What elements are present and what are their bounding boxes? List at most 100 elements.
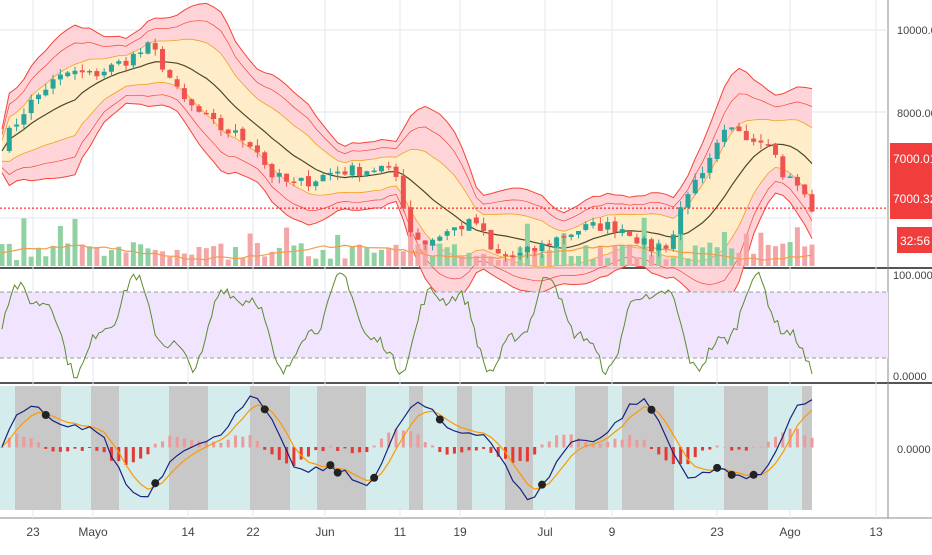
macd-histogram-bar [664,447,668,461]
volume-bar [524,223,530,266]
band-line [1,2,813,214]
volume-bar [765,244,771,266]
macd-cross-marker [333,468,342,477]
volume-bar [0,244,5,266]
candle-body [670,234,676,249]
candle-body [561,236,567,238]
macd-zone [533,386,575,510]
macd-histogram-bar [299,447,303,460]
band-line [1,20,813,222]
band-line [1,94,813,286]
candle-body [736,126,742,132]
volume-bar [203,248,209,266]
candle-body [43,89,49,96]
candle-body [65,72,71,77]
volume-bar [43,256,49,266]
oscillator-tick-label: 0.0000 [893,371,927,383]
volume-bar [254,242,260,266]
volume-bar [583,245,589,266]
candle-body [503,254,509,256]
candle-body [101,71,107,76]
macd-histogram-bar [58,447,62,452]
candle-body [276,172,282,177]
candle-body [444,231,450,236]
volume-bar [305,256,311,266]
macd-histogram-bar [474,447,478,451]
macd-histogram-bar [73,447,77,449]
volume-bar [108,249,114,266]
candle-body [627,230,633,236]
volume-bar [298,243,304,266]
candle-body [437,236,443,241]
volume-bar [473,255,479,266]
candle-body [400,175,406,209]
macd-histogram-bar [759,446,763,448]
x-tick-label: 13 [869,525,883,539]
candle-body [378,165,384,172]
macd-histogram-bar [452,447,456,454]
candle-body [138,52,144,54]
candle-body [408,207,414,233]
x-tick-label: 23 [710,525,724,539]
volume-bar [495,259,501,266]
volume-bar [670,257,676,266]
volume-bar [773,246,779,266]
inner-band-fill [2,39,812,268]
candle-body [269,164,275,178]
macd-histogram-bar [511,447,515,463]
volume-bar [116,246,122,266]
macd-histogram-bar [744,447,748,451]
candle-body [430,239,436,246]
macd-histogram-bar [620,439,624,448]
volume-bar [313,258,319,266]
volume-bar [415,244,421,266]
macd-histogram-bar [248,434,252,448]
volume-bar [743,233,749,266]
macd-histogram-bar [642,439,646,448]
candle-body [327,172,333,175]
macd-histogram-bar [36,442,40,448]
volume-bar [167,257,173,266]
macd-histogram-bar [774,436,778,448]
volume-bar [721,231,727,266]
volume-bar [262,256,268,266]
macd-tick-label: 0.0000 [897,444,931,456]
macd-histogram-bar [226,439,230,448]
volume-bar [357,244,363,266]
macd-histogram-bar [146,447,150,455]
volume-bar [291,245,297,266]
macd-histogram-bar [671,447,675,465]
volume-bar [269,251,275,266]
candle-body [28,99,34,114]
oscillator-panel [0,271,888,379]
candle-body [721,129,727,142]
macd-histogram-bar [635,439,639,448]
macd-histogram-bar [219,442,223,448]
macd-histogram-bar [379,438,383,448]
candle-body [488,229,494,250]
candle-body [174,79,180,87]
macd-histogram-bar [693,447,697,458]
volume-bar [94,246,100,266]
candle-body [116,61,122,64]
x-tick-label: 23 [26,525,40,539]
oscillator-line [1,271,813,379]
volume-bar [678,230,684,266]
oscillator-band-fill [0,292,888,358]
volume-bar [597,245,603,266]
candle-body [809,194,815,212]
x-tick-label: 14 [181,525,195,539]
candle-body [773,143,779,155]
candle-body [181,88,187,100]
volume-bar [714,247,720,266]
x-tick-label: 9 [609,525,616,539]
candle-body [262,152,268,166]
candle-body [743,130,749,141]
macd-histogram-bar [204,442,208,448]
candle-body [160,49,166,70]
x-axis: 23 Mayo 14 22 Jun 11 19 Jul 9 23 Ago 13 [26,525,883,539]
candle-body [685,194,691,208]
volume-bar [160,251,166,266]
